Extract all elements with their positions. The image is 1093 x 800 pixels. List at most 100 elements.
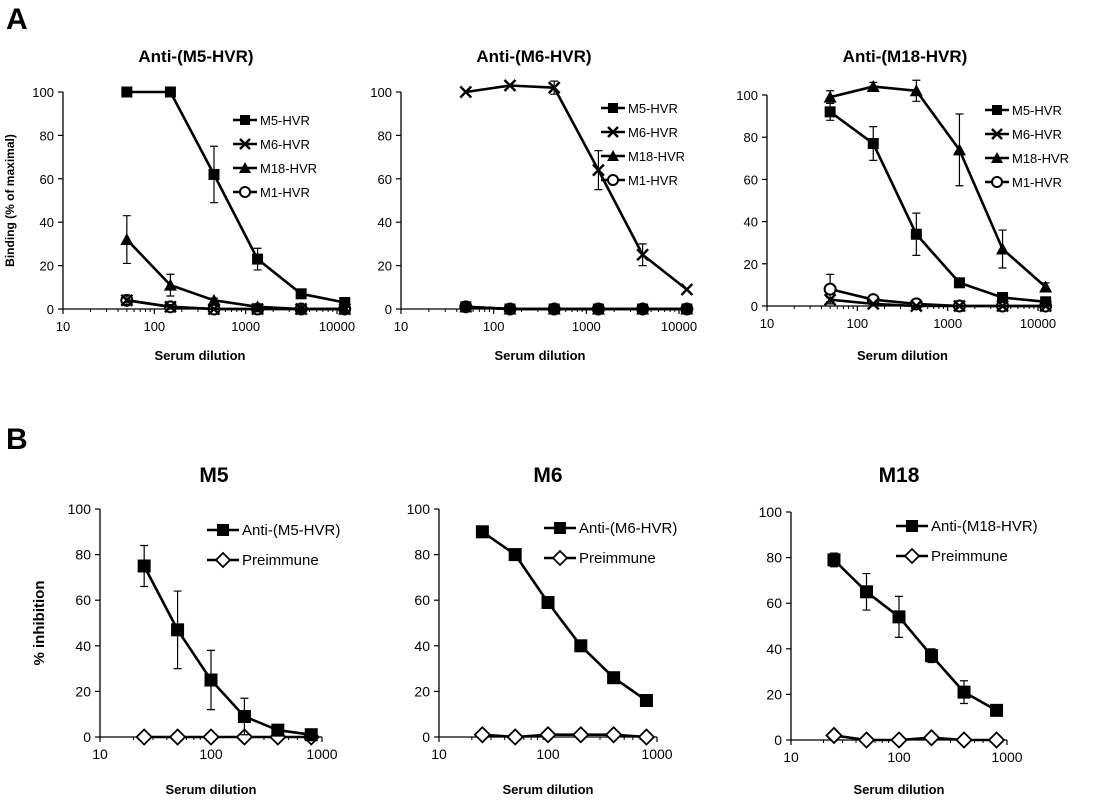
legend-label: Anti-(M18-HVR) bbox=[931, 518, 1038, 535]
panel-label-a: A bbox=[6, 3, 28, 36]
data-point bbox=[823, 293, 837, 307]
data-point bbox=[251, 302, 264, 316]
legend-item-anti-m6-hvr: Anti-(M6-HVR) bbox=[544, 520, 677, 537]
series-m6-hvr bbox=[459, 79, 694, 296]
y-tick-label: 80 bbox=[40, 128, 54, 143]
chart-title: Anti-(M5-HVR) bbox=[138, 47, 253, 66]
series-line bbox=[465, 84, 688, 291]
data-point bbox=[459, 85, 473, 99]
x-tick-label: 10000 bbox=[661, 319, 697, 334]
y-tick-label: 80 bbox=[75, 547, 91, 563]
legend-label: M18-HVR bbox=[1012, 151, 1069, 166]
data-point bbox=[547, 81, 561, 95]
data-point bbox=[207, 302, 221, 316]
data-point bbox=[572, 725, 590, 744]
data-point bbox=[823, 90, 837, 103]
y-tick-label: 0 bbox=[751, 299, 758, 314]
y-tick-label: 80 bbox=[744, 130, 758, 145]
x-tick-label: 100 bbox=[483, 319, 505, 334]
legend-item-m6-hvr: M6-HVR bbox=[985, 127, 1062, 142]
y-tick-label: 0 bbox=[422, 729, 430, 745]
x-tick-label: 1000 bbox=[306, 746, 337, 762]
y-tick-label: 0 bbox=[774, 732, 782, 748]
y-tick-label: 0 bbox=[385, 302, 392, 317]
data-point bbox=[508, 548, 522, 562]
legend-item-m18-hvr: M18-HVR bbox=[601, 149, 685, 164]
data-point bbox=[541, 595, 555, 609]
x-tick-label: 10 bbox=[431, 746, 447, 762]
y-tick-label: 20 bbox=[378, 259, 392, 274]
legend-marker bbox=[551, 549, 569, 567]
legend-marker bbox=[217, 524, 229, 536]
legend-item-anti-m18-hvr: Anti-(M18-HVR) bbox=[896, 518, 1038, 535]
data-point bbox=[1039, 280, 1053, 293]
series-line bbox=[833, 734, 997, 742]
y-tick-label: 40 bbox=[75, 638, 91, 654]
data-point bbox=[503, 79, 517, 92]
data-point bbox=[592, 303, 604, 315]
data-point bbox=[506, 728, 524, 746]
legend-item-m18-hvr: M18-HVR bbox=[985, 151, 1069, 166]
data-point bbox=[922, 728, 941, 747]
legend-label: M6-HVR bbox=[628, 125, 678, 140]
series-anti-m5-hvr bbox=[137, 544, 318, 742]
legend-label: M1-HVR bbox=[1012, 175, 1062, 190]
series-m18-hvr bbox=[120, 215, 352, 315]
y-tick-label: 60 bbox=[378, 172, 392, 187]
y-axis-label: % inhibition bbox=[31, 581, 48, 666]
legend-marker bbox=[991, 128, 1003, 140]
x-tick-label: 10 bbox=[92, 746, 108, 762]
series-anti-m6-hvr bbox=[475, 525, 653, 708]
data-point bbox=[909, 297, 923, 311]
x-axis-label: Serum dilution bbox=[854, 782, 945, 797]
data-point bbox=[953, 277, 965, 289]
legend-item-m1-hvr: M1-HVR bbox=[601, 173, 678, 188]
data-point bbox=[163, 278, 177, 291]
chart-anti-m18-hvr: Anti-(M18-HVR) 0 20 40 60 80 100 10 100 1000 10000… bbox=[736, 47, 1069, 363]
data-point bbox=[890, 731, 908, 749]
y-tick-label: 40 bbox=[744, 215, 758, 230]
data-point bbox=[252, 253, 264, 265]
data-point bbox=[990, 703, 1004, 717]
y-tick-label: 60 bbox=[414, 592, 430, 608]
data-point bbox=[473, 725, 492, 744]
data-point bbox=[637, 303, 649, 315]
data-point bbox=[997, 292, 1009, 304]
y-tick-label: 40 bbox=[414, 638, 430, 654]
y-tick-label: 80 bbox=[414, 547, 430, 563]
x-axis-label: Serum dilution bbox=[166, 782, 257, 797]
data-point bbox=[202, 728, 220, 746]
data-point bbox=[237, 709, 251, 723]
y-tick-label: 20 bbox=[744, 257, 758, 272]
x-tick-label: 100 bbox=[199, 746, 223, 762]
series-m6-hvr bbox=[120, 293, 352, 316]
y-tick-label: 60 bbox=[40, 172, 54, 187]
data-point bbox=[987, 731, 1006, 749]
x-tick-label: 1000 bbox=[572, 319, 601, 334]
legend-marker bbox=[992, 105, 1002, 115]
legend-marker bbox=[903, 547, 921, 565]
data-point bbox=[121, 86, 133, 98]
data-point bbox=[909, 84, 923, 97]
data-point bbox=[859, 585, 873, 599]
data-point bbox=[168, 728, 187, 746]
legend: M5-HVR M6-HVR M18-HVR M1-HVR bbox=[985, 103, 1069, 190]
x-tick-label: 100 bbox=[536, 746, 560, 762]
x-tick-label: 1000 bbox=[641, 746, 672, 762]
legend-label: M5-HVR bbox=[1012, 103, 1062, 118]
x-tick-label: 10 bbox=[56, 319, 70, 334]
legend-label: M18-HVR bbox=[628, 149, 685, 164]
legend-item-m5-hvr: M5-HVR bbox=[985, 103, 1062, 118]
data-point bbox=[910, 228, 922, 240]
data-point bbox=[592, 163, 605, 177]
data-point bbox=[909, 299, 923, 313]
x-tick-label: 100 bbox=[887, 749, 911, 765]
chart-anti-m5-hvr: Anti-(M5-HVR) 0 20 40 60 80 100 10 100 1000 10000 S… bbox=[3, 47, 355, 363]
chart-anti-m6-hvr: Anti-(M6-HVR) 0 20 40 60 80 100 10 100 1000 10000 S… bbox=[370, 47, 697, 363]
legend-marker bbox=[214, 551, 232, 569]
legend-item-preimmune: Preimmune bbox=[207, 551, 319, 569]
legend-item-m6-hvr: M6-HVR bbox=[601, 125, 678, 140]
y-tick-label: 60 bbox=[744, 172, 758, 187]
legend-item-m5-hvr: M5-HVR bbox=[233, 113, 310, 128]
data-point bbox=[681, 303, 693, 315]
